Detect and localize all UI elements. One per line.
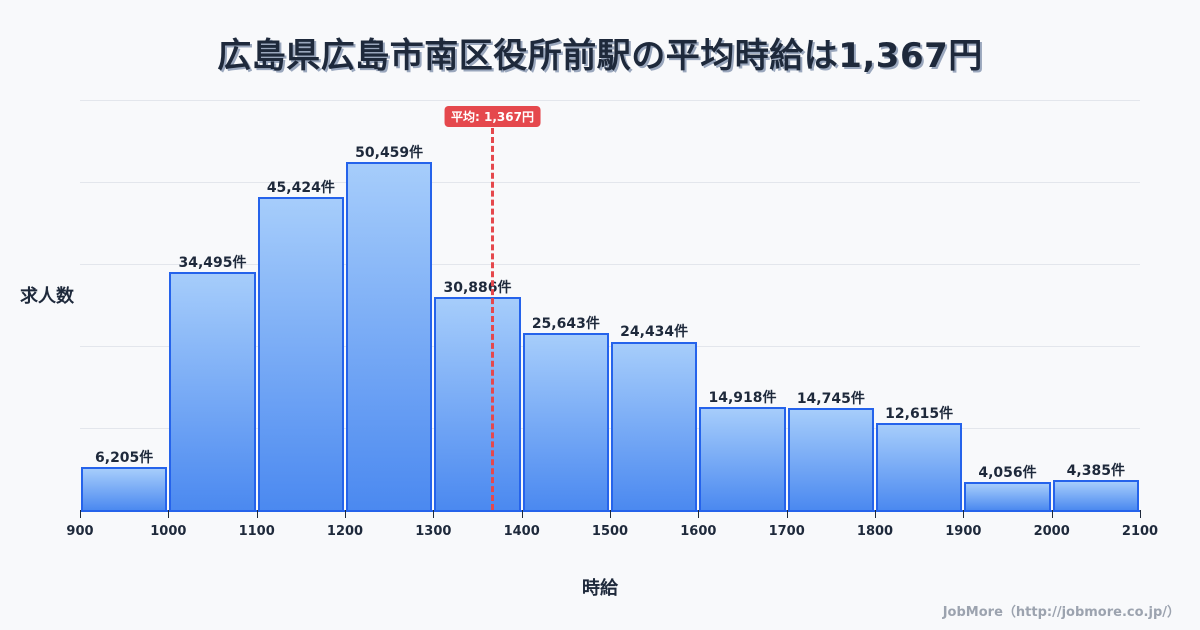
x-tick-label: 1400 bbox=[503, 524, 540, 539]
x-tick-label: 1600 bbox=[680, 524, 717, 539]
grid-line bbox=[80, 182, 1140, 183]
grid-line bbox=[80, 346, 1140, 347]
x-tick bbox=[433, 510, 435, 518]
x-tick bbox=[963, 510, 965, 518]
x-tick bbox=[1140, 510, 1141, 518]
x-tick bbox=[80, 510, 81, 518]
histogram-bar bbox=[1052, 479, 1139, 510]
grid-line bbox=[80, 264, 1140, 265]
x-tick-label: 2100 bbox=[1121, 524, 1159, 539]
bar-value-label: 14,745件 bbox=[796, 391, 865, 408]
bar-value-label: 30,886件 bbox=[443, 279, 512, 296]
histogram-bar bbox=[876, 423, 963, 510]
bar-value-label: 4,056件 bbox=[978, 465, 1037, 482]
footer-credit: JobMore（http://jobmore.co.jp/） bbox=[942, 605, 1180, 620]
histogram-bar bbox=[81, 467, 168, 510]
average-badge: 平均: 1,367円 bbox=[444, 106, 541, 127]
x-tick bbox=[1051, 510, 1053, 518]
grid-line bbox=[80, 428, 1140, 429]
histogram-bar bbox=[787, 408, 874, 510]
x-tick bbox=[256, 510, 258, 518]
x-axis-label: 時給 bbox=[582, 578, 618, 599]
x-tick-label: 1900 bbox=[945, 524, 982, 539]
bar-value-label: 6,205件 bbox=[95, 450, 154, 467]
histogram-bar bbox=[346, 162, 433, 510]
x-tick bbox=[875, 510, 876, 518]
histogram-bar bbox=[964, 482, 1051, 510]
chart-title: 広島県広島市南区役所前駅の平均時給は1,367円 bbox=[217, 36, 983, 76]
grid-line bbox=[80, 100, 1140, 101]
histogram-bar bbox=[699, 407, 786, 510]
x-tick-label: 1800 bbox=[856, 524, 894, 539]
bar-value-label: 24,434件 bbox=[620, 324, 689, 341]
histogram-bar bbox=[611, 341, 698, 510]
x-tick bbox=[786, 510, 788, 518]
x-tick bbox=[698, 510, 700, 518]
histogram-bar bbox=[257, 196, 344, 510]
x-tick-label: 1000 bbox=[150, 524, 187, 539]
x-tick-label: 2000 bbox=[1033, 524, 1070, 539]
x-tick bbox=[168, 510, 170, 518]
y-axis-label: 求人数 bbox=[20, 286, 74, 307]
plot-area: 6,205件 34,495件 45,424件 50,459件 30,886件 25,643… bbox=[80, 100, 1140, 510]
bar-value-label: 4,385件 bbox=[1066, 462, 1125, 479]
x-tick bbox=[521, 510, 523, 518]
bar-value-label: 34,495件 bbox=[178, 255, 247, 272]
x-tick bbox=[345, 510, 346, 518]
bar-value-label: 25,643件 bbox=[531, 316, 600, 333]
x-tick-label: 1500 bbox=[591, 524, 629, 539]
bar-value-label: 45,424件 bbox=[266, 179, 335, 196]
bar-value-label: 50,459件 bbox=[355, 145, 424, 161]
average-line bbox=[491, 128, 495, 510]
x-tick-label: 1100 bbox=[238, 524, 275, 539]
histogram-bar bbox=[434, 297, 521, 510]
x-tick-label: 1200 bbox=[326, 524, 364, 539]
histogram-bar bbox=[522, 333, 609, 510]
histogram-bar bbox=[169, 272, 256, 510]
x-tick-label: 1300 bbox=[415, 524, 452, 539]
bar-value-label: 14,918件 bbox=[708, 390, 777, 407]
x-tick bbox=[610, 510, 611, 518]
x-tick-label: 1700 bbox=[768, 524, 805, 539]
bar-value-label: 12,615件 bbox=[885, 406, 954, 422]
x-tick-label: 900 bbox=[66, 524, 94, 539]
